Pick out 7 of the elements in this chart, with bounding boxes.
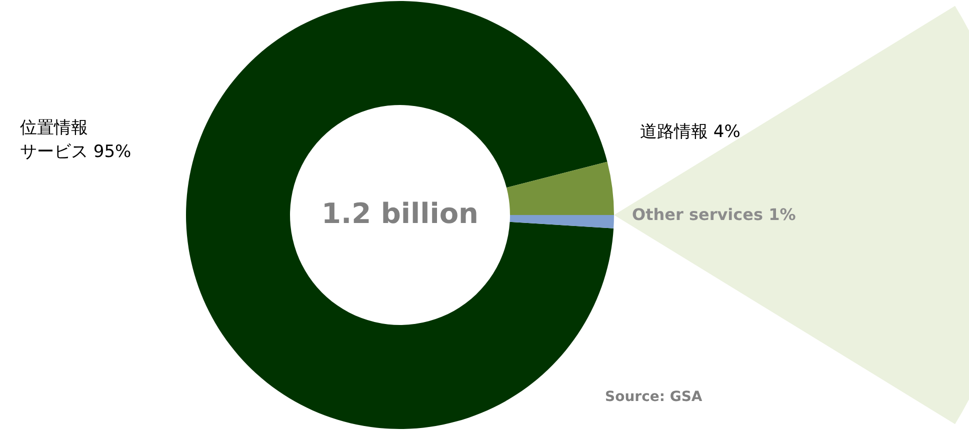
donut-slice	[510, 215, 614, 228]
slice-label: 道路情報 4%	[640, 122, 740, 142]
slice-label: 位置情報サービス 95%	[20, 118, 132, 162]
source-note: Source: GSA	[605, 389, 702, 405]
slice-label: Other services 1%	[632, 205, 796, 224]
text: 1.2 billion	[322, 197, 478, 230]
donut-slice	[506, 162, 614, 215]
